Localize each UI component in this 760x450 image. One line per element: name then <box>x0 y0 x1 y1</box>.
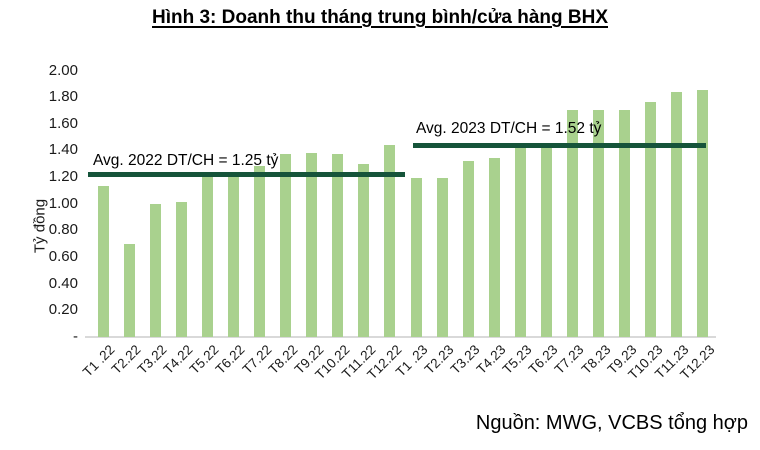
x-tick-label: T4.22 <box>160 342 196 378</box>
bar-T3.22 <box>149 203 161 337</box>
bar-T10.22 <box>332 154 344 337</box>
bar-T6.22 <box>227 177 239 337</box>
bar-T2.23 <box>436 178 448 337</box>
y-tick-label: 0.60 <box>48 248 78 266</box>
x-tick-label: T2.23 <box>421 342 457 378</box>
bar-T1.23 <box>410 178 422 337</box>
y-tick-label: 1.40 <box>48 141 78 159</box>
bar-T2.22 <box>123 243 135 337</box>
x-tick-label: T6.23 <box>525 342 561 378</box>
x-tick-label: T8.22 <box>265 342 301 378</box>
bar-T4.23 <box>488 158 500 337</box>
avg-label-2022: Avg. 2022 DT/CH = 1.25 tỷ <box>93 152 279 169</box>
x-tick-label: T3.23 <box>447 342 483 378</box>
y-tick-label: 1.60 <box>48 114 78 132</box>
y-tick-label: 0.20 <box>48 301 78 319</box>
x-tick-label: T3.22 <box>134 342 170 378</box>
bar-T10.23 <box>645 102 657 337</box>
y-tick-label: 0.80 <box>48 221 78 239</box>
bar-T4.22 <box>175 202 187 337</box>
y-tick-label: 1.20 <box>48 168 78 186</box>
bar-T5.22 <box>201 177 213 337</box>
figure-title: Hình 3: Doanh thu tháng trung bình/cửa h… <box>0 7 760 29</box>
avg-line-2023 <box>413 142 706 148</box>
bar-T11.22 <box>358 163 370 337</box>
bar-T12.23 <box>697 90 709 337</box>
bar-T11.23 <box>671 91 683 337</box>
x-tick-label: T2.22 <box>108 342 144 378</box>
figure-title-text: Hình 3: Doanh thu tháng trung bình/cửa h… <box>152 7 608 28</box>
x-tick-label: T5.22 <box>186 342 222 378</box>
bar-T6.23 <box>540 147 552 337</box>
bar-T8.23 <box>593 110 605 337</box>
bar-T1.22 <box>97 186 109 337</box>
bar-T7.23 <box>566 110 578 337</box>
y-tick-label: 1.80 <box>48 88 78 106</box>
bar-T8.22 <box>280 154 292 337</box>
y-tick-label: 1.00 <box>48 194 78 212</box>
x-tick-label: T4.23 <box>473 342 509 378</box>
x-tick-label: T7.22 <box>239 342 275 378</box>
source-note: Nguồn: MWG, VCBS tổng hợp <box>475 412 748 434</box>
x-tick-label: T6.22 <box>213 342 249 378</box>
bar-T9.22 <box>306 153 318 337</box>
y-tick-label: 0.40 <box>48 274 78 292</box>
bar-T9.23 <box>619 110 631 337</box>
bar-T12.22 <box>384 145 396 337</box>
avg-line-2022 <box>88 171 405 177</box>
bar-T7.22 <box>254 166 266 337</box>
bar-T5.23 <box>514 146 526 337</box>
y-tick-label: 2.00 <box>48 61 78 79</box>
x-axis-line <box>85 336 716 338</box>
x-tick-label: T8.23 <box>578 342 614 378</box>
x-tick-label: T7.23 <box>552 342 588 378</box>
avg-label-2023: Avg. 2023 DT/CH = 1.52 tỷ <box>416 120 602 137</box>
x-tick-label: T5.23 <box>499 342 535 378</box>
bar-T3.23 <box>462 161 474 337</box>
y-tick-label: - <box>73 328 78 345</box>
x-tick-label: T1 .22 <box>79 342 118 380</box>
